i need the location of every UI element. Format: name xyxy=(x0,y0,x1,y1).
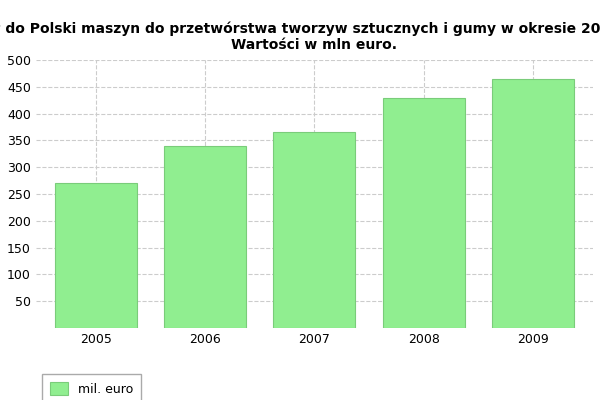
Bar xyxy=(274,132,355,328)
Bar xyxy=(492,79,574,328)
Bar xyxy=(383,98,464,328)
Title: Import do Polski maszyn do przetwórstwa tworzyw sztucznych i gumy w okresie 2005: Import do Polski maszyn do przetwórstwa … xyxy=(0,21,600,52)
Legend: mil. euro: mil. euro xyxy=(42,374,141,400)
Bar xyxy=(164,146,246,328)
Bar xyxy=(55,183,137,328)
